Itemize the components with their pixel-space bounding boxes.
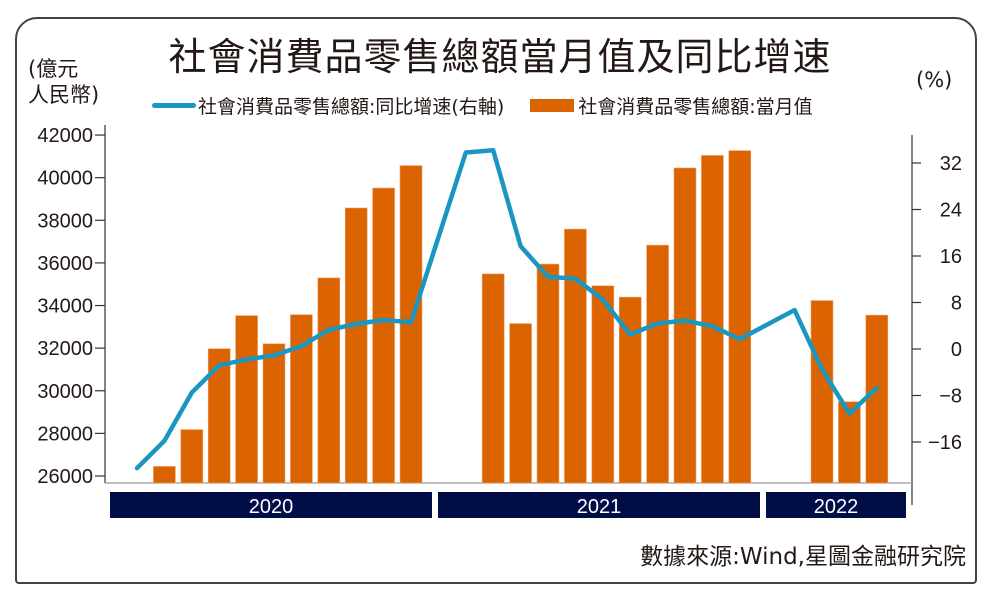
legend: 社會消費品零售總額:同比增速(右軸) 社會消費品零售總額:當月值: [152, 92, 813, 119]
right-tick-label: 0: [951, 339, 962, 361]
left-tick-label: 34000: [37, 296, 93, 318]
right-tick-label: −16: [928, 432, 962, 454]
bar: [701, 155, 724, 484]
bar: [810, 300, 834, 484]
bar: [207, 348, 231, 484]
bar: [153, 466, 176, 484]
bar: [673, 167, 697, 484]
left-tick-label: 32000: [37, 338, 93, 360]
chart-title: 社會消費品零售總額當月值及同比增速: [168, 35, 832, 79]
bar: [372, 187, 395, 484]
year-band: [110, 492, 432, 518]
bar: [180, 429, 204, 484]
right-tick-label: 32: [940, 153, 962, 175]
left-axis-unit: (億元 人民幣): [28, 57, 100, 107]
left-tick-label: 40000: [37, 168, 93, 190]
source-note: 數據來源:Wind,星圖金融研究院: [640, 544, 966, 570]
bar: [317, 277, 341, 484]
left-tick-label: 30000: [37, 381, 93, 403]
bar: [481, 273, 505, 484]
right-tick-label: 24: [940, 200, 962, 222]
left-tick-label: 28000: [37, 423, 93, 445]
year-band: [766, 492, 906, 518]
year-label: 2020: [249, 496, 294, 518]
bar: [235, 315, 258, 484]
right-axis-unit: (%): [916, 68, 953, 92]
left-tick-label: 26000: [37, 466, 93, 488]
left-tick-label: 36000: [37, 253, 93, 275]
bar: [646, 244, 669, 484]
legend-bar-swatch: [530, 99, 575, 112]
right-tick-label: −8: [939, 386, 962, 408]
chart-frame: [15, 17, 977, 584]
legend-bar-label: 社會消費品零售總額:當月值: [578, 96, 813, 118]
bar: [509, 323, 532, 484]
bar: [728, 150, 752, 484]
left-tick-label: 38000: [37, 210, 93, 232]
bar: [290, 314, 313, 484]
bar: [564, 228, 587, 484]
legend-line-label: 社會消費品零售總額:同比增速(右軸): [198, 96, 505, 118]
left-tick-label: 42000: [37, 125, 93, 147]
bar: [262, 343, 286, 484]
growth-line: [134, 147, 880, 471]
bar: [838, 401, 861, 484]
bar: [591, 285, 615, 484]
year-label: 2021: [577, 496, 622, 518]
bar: [536, 263, 560, 484]
right-tick-label: 8: [951, 293, 962, 315]
bar: [865, 314, 889, 484]
bar: [344, 207, 368, 484]
right-tick-label: 16: [940, 246, 962, 268]
year-band: [438, 492, 760, 518]
year-label: 2022: [814, 496, 859, 518]
bar: [618, 296, 642, 484]
legend-line-swatch: [152, 103, 196, 108]
